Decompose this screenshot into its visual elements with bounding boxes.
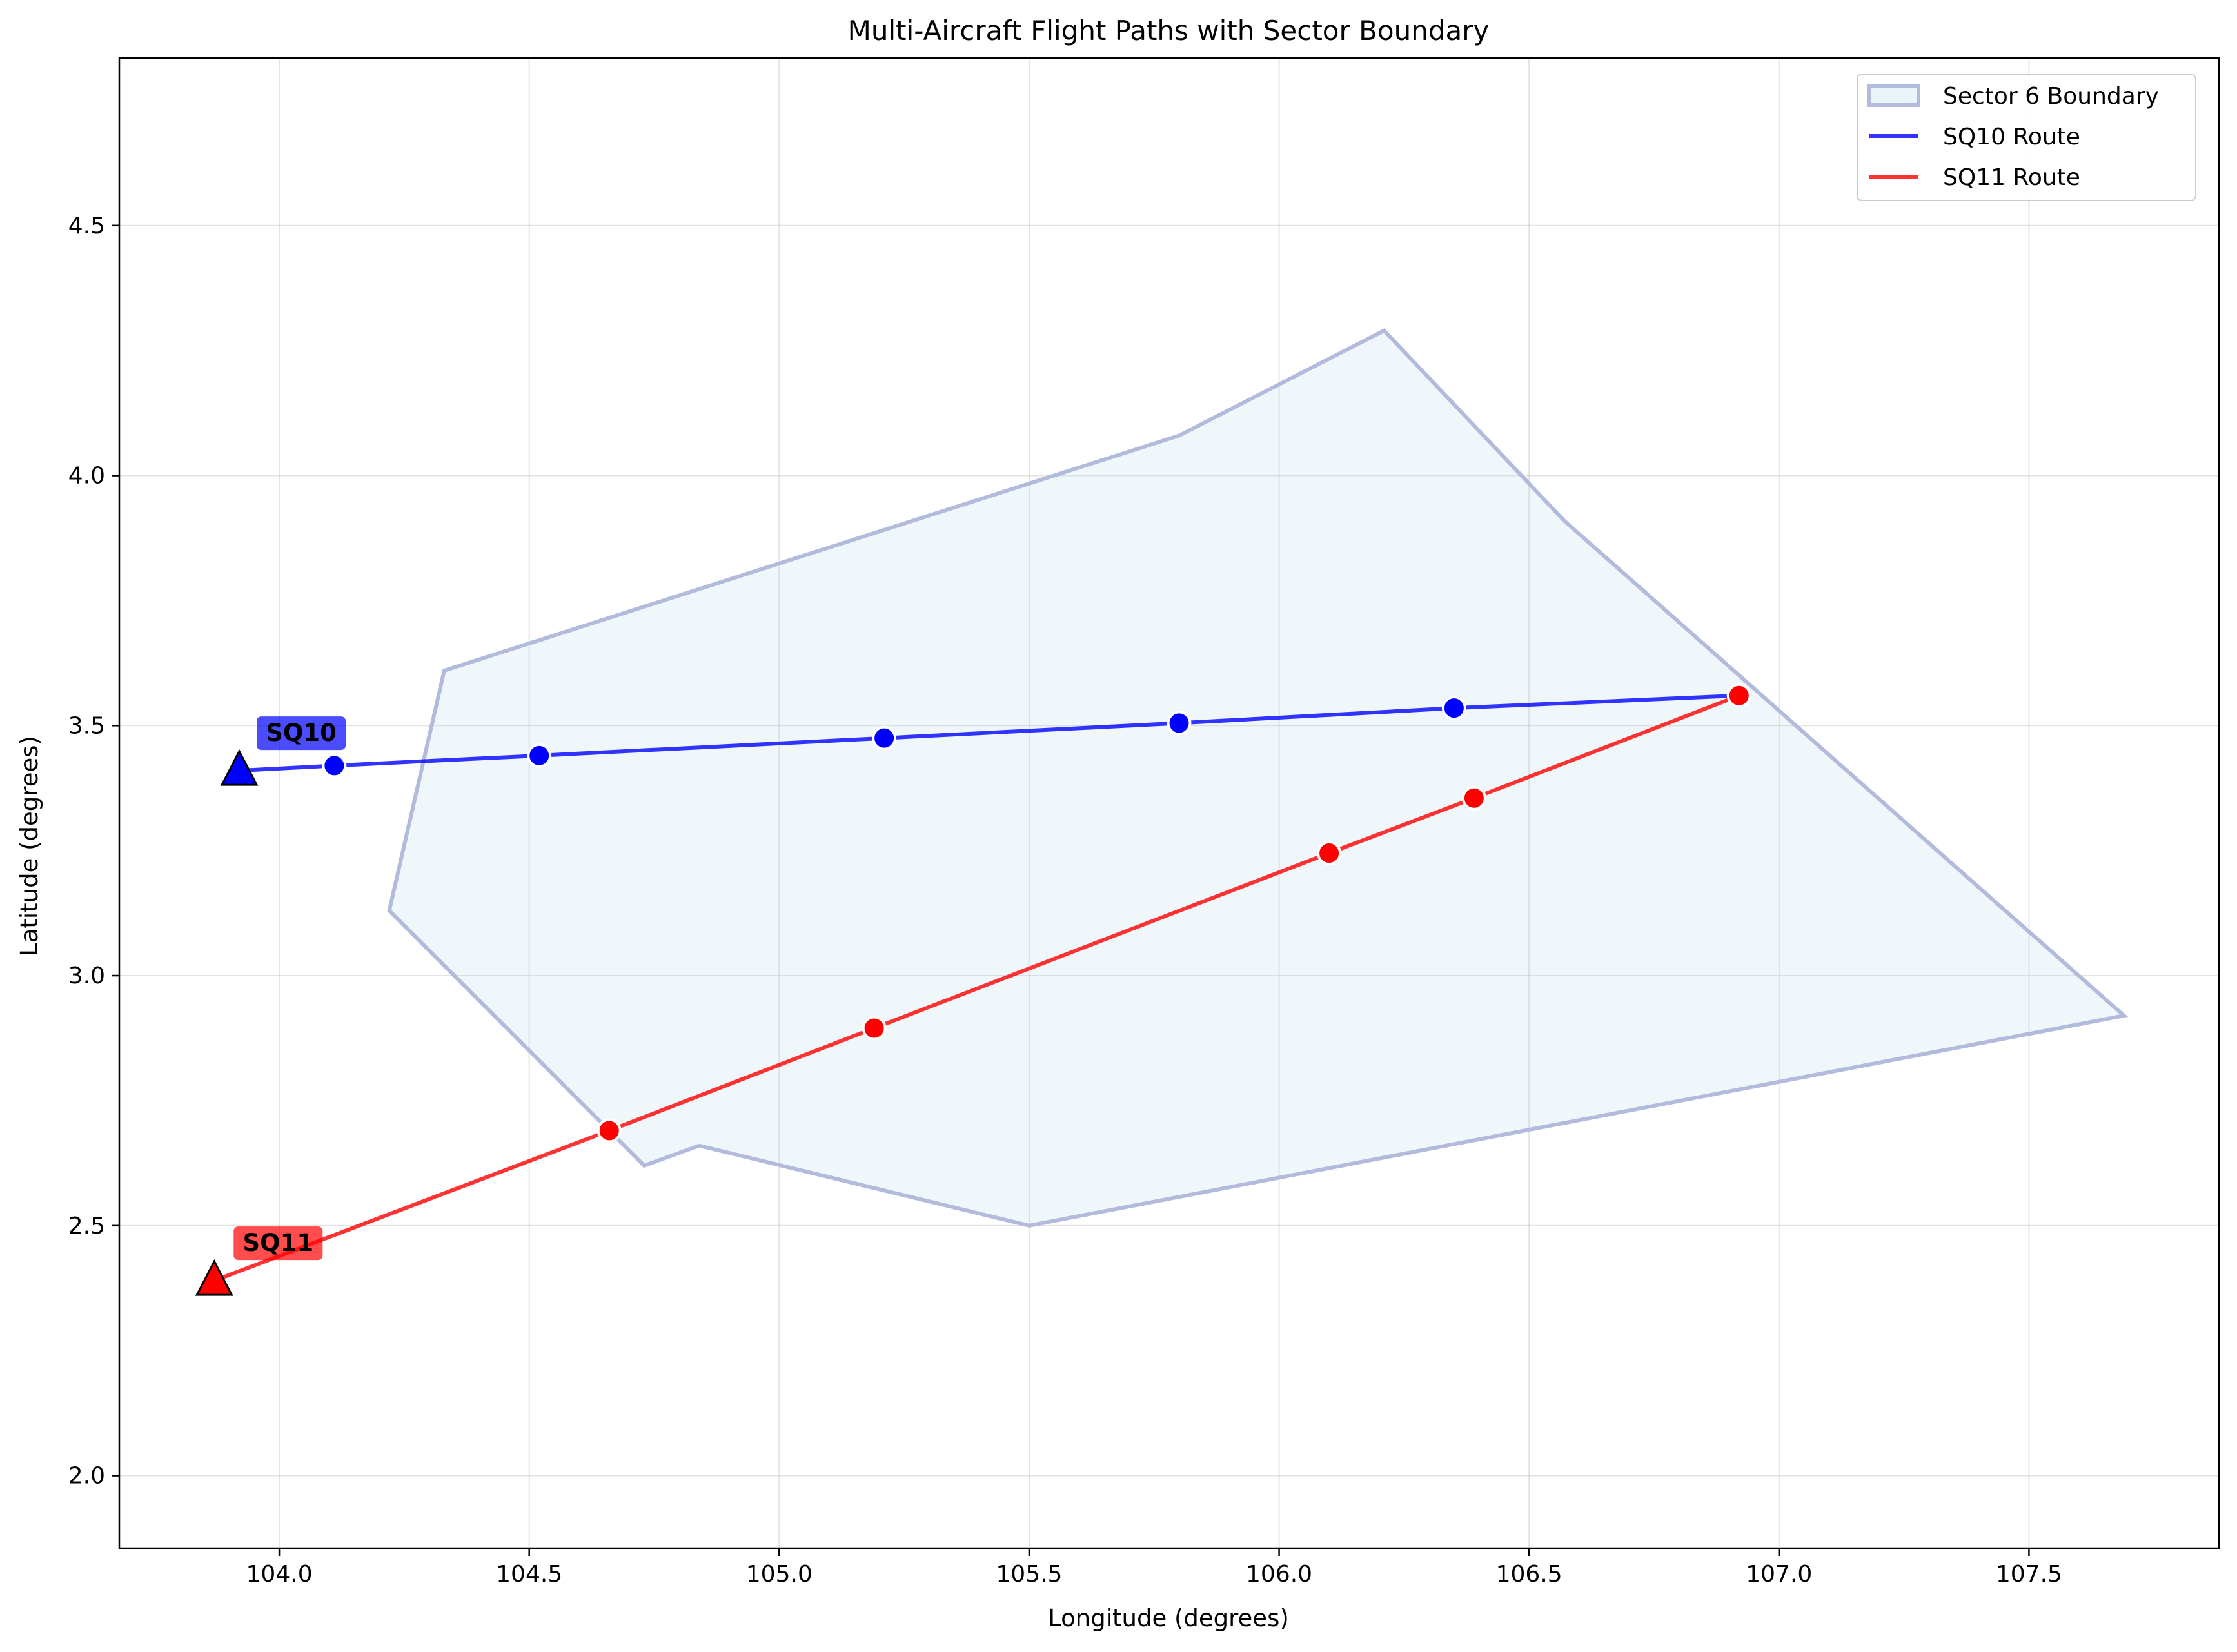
sq10-callout-label: SQ10 (266, 719, 337, 747)
x-tick-label: 106.5 (1496, 1561, 1562, 1588)
x-tick-label: 107.5 (1996, 1561, 2062, 1588)
y-axis-label: Latitude (degrees) (15, 736, 43, 956)
y-tick-label: 2.0 (68, 1463, 105, 1490)
y-tick-label: 4.5 (68, 213, 105, 239)
x-tick-label: 104.0 (246, 1561, 313, 1588)
sq10-waypoint-marker (322, 753, 347, 778)
y-tick-label: 2.5 (68, 1213, 105, 1239)
legend-sq11-label: SQ11 Route (1943, 164, 2080, 191)
series-layer: SQ10 SQ11 (195, 683, 1751, 1296)
sq11-waypoint-marker (1726, 683, 1751, 708)
x-tick-label: 104.5 (496, 1561, 562, 1588)
sector-boundary-polygon (387, 328, 2129, 1228)
grid (119, 58, 2219, 1548)
sq11-waypoint-marker (596, 1118, 622, 1143)
sq10-waypoint-marker (1441, 696, 1466, 721)
y-axis-ticks: 2.0 2.5 3.0 3.5 4.0 4.5 (68, 213, 119, 1490)
plot-area-frame (118, 57, 2220, 1549)
sq11-start-marker (195, 1259, 233, 1296)
x-tick-label: 107.0 (1746, 1561, 1812, 1588)
y-tick-label: 3.0 (68, 963, 105, 989)
y-tick-label: 3.5 (68, 713, 105, 739)
sq11-series: SQ11 (195, 683, 1751, 1296)
legend-sector-label: Sector 6 Boundary (1943, 83, 2159, 110)
x-tick-label: 105.5 (996, 1561, 1062, 1588)
sq10-callout-box (257, 716, 346, 751)
x-tick-label: 106.0 (1246, 1561, 1312, 1588)
sq11-route-line (213, 693, 1740, 1283)
legend: Sector 6 Boundary SQ10 Route SQ11 Route (1857, 74, 2196, 201)
x-tick-label: 105.0 (746, 1561, 813, 1588)
x-axis-ticks: 104.0 104.5 105.0 105.5 106.0 106.5 107.0 107.5 (246, 1548, 2062, 1588)
legend-sector-swatch (1867, 84, 1920, 107)
sq11-waypoint-marker (1461, 785, 1486, 811)
sq11-callout-label: SQ11 (242, 1229, 313, 1257)
x-axis-label: Longitude (degrees) (1048, 1604, 1289, 1632)
sq11-waypoint-marker (862, 1016, 887, 1041)
sq10-waypoint-marker (1167, 711, 1192, 736)
sq10-waypoint-marker (527, 743, 552, 768)
sq10-start-marker (220, 749, 259, 786)
sq11-callout-box (233, 1226, 323, 1261)
sq11-waypoint-marker (1317, 841, 1342, 866)
legend-sq10-label: SQ10 Route (1943, 124, 2080, 150)
legend-box (1857, 74, 2196, 201)
y-tick-label: 4.0 (68, 463, 105, 489)
sq10-waypoint-marker (872, 725, 897, 751)
sector-layer (387, 328, 2129, 1228)
chart-title: Multi-Aircraft Flight Paths with Sector … (848, 15, 1490, 46)
